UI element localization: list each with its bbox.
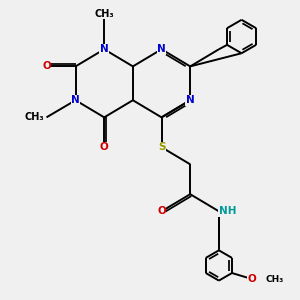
Text: CH₃: CH₃ <box>94 9 114 19</box>
Text: S: S <box>158 142 165 152</box>
Text: N: N <box>157 44 166 54</box>
Text: N: N <box>71 95 80 105</box>
Text: O: O <box>248 274 256 284</box>
Text: NH: NH <box>219 206 236 216</box>
Text: N: N <box>186 95 195 105</box>
Text: O: O <box>100 142 109 152</box>
Text: CH₃: CH₃ <box>25 112 44 122</box>
Text: O: O <box>157 206 166 216</box>
Text: N: N <box>100 44 109 54</box>
Text: CH₃: CH₃ <box>266 274 284 284</box>
Text: O: O <box>42 61 51 71</box>
